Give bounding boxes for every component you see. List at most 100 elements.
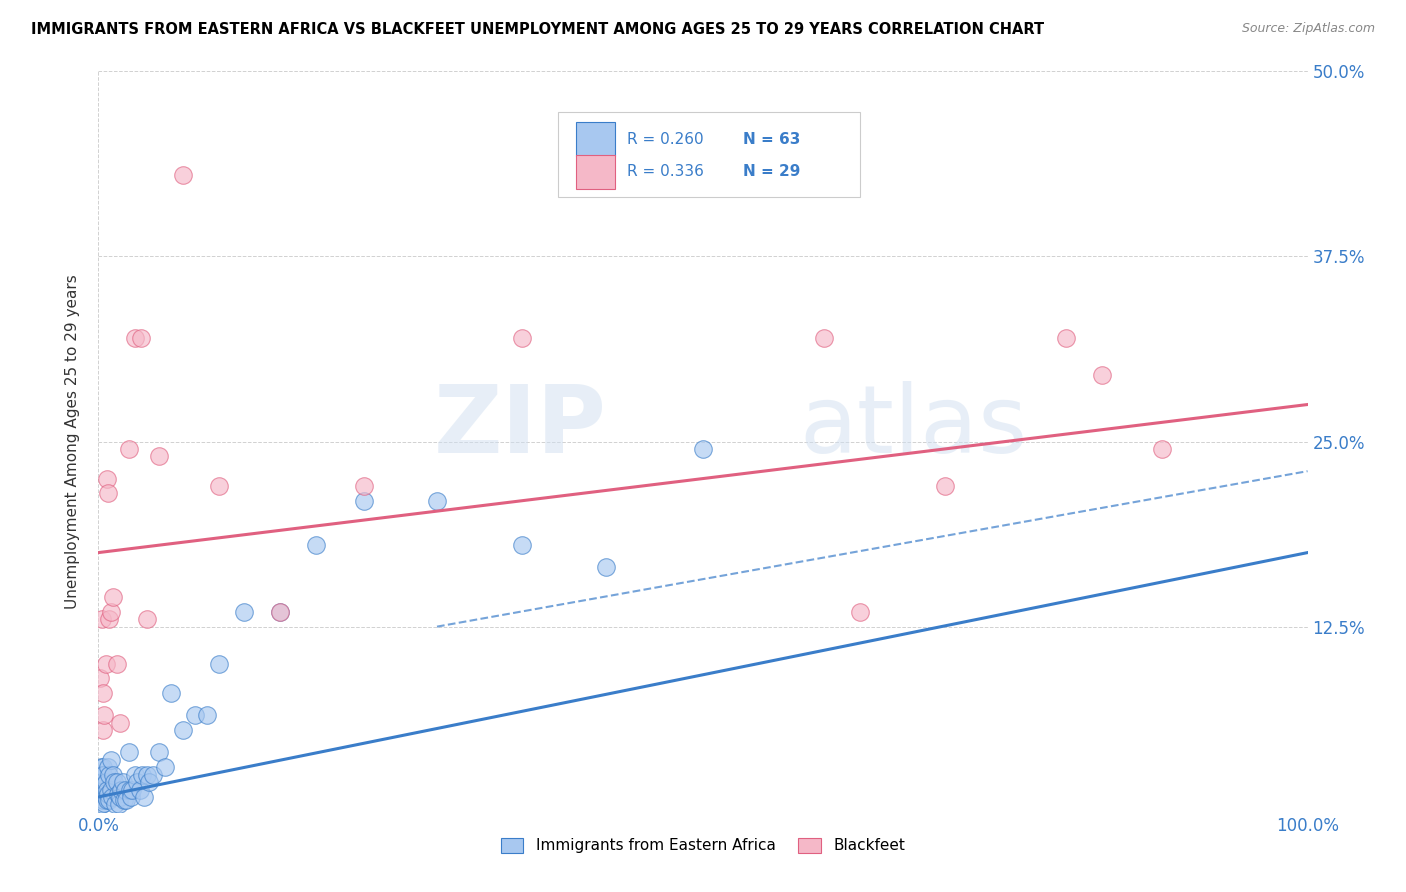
Point <box>128 782 150 797</box>
Point <box>91 787 114 801</box>
Point <box>110 782 132 797</box>
Point <box>595 560 617 574</box>
Point <box>105 775 128 789</box>
Point <box>96 471 118 485</box>
Point <box>89 672 111 686</box>
Y-axis label: Unemployment Among Ages 25 to 29 years: Unemployment Among Ages 25 to 29 years <box>65 274 80 609</box>
Point <box>98 767 121 781</box>
Point <box>90 760 112 774</box>
Point <box>1091 368 1114 382</box>
Point <box>510 538 533 552</box>
Point <box>129 331 152 345</box>
Text: R = 0.260: R = 0.260 <box>627 132 703 146</box>
Point <box>96 782 118 797</box>
Point <box>100 789 122 804</box>
Point <box>97 760 120 774</box>
Point <box>91 793 114 807</box>
Point <box>134 789 156 804</box>
Point <box>91 797 114 812</box>
FancyBboxPatch shape <box>558 112 860 197</box>
Text: atlas: atlas <box>800 381 1028 473</box>
Text: ZIP: ZIP <box>433 381 606 473</box>
Point <box>120 789 142 804</box>
Point <box>93 787 115 801</box>
Point <box>93 708 115 723</box>
Point <box>96 793 118 807</box>
Point <box>90 767 112 781</box>
Point <box>103 775 125 789</box>
Point <box>94 775 117 789</box>
Point <box>89 775 111 789</box>
Text: Source: ZipAtlas.com: Source: ZipAtlas.com <box>1241 22 1375 36</box>
Point <box>124 331 146 345</box>
Point <box>305 538 328 552</box>
Point <box>121 782 143 797</box>
Point <box>426 493 449 508</box>
Text: N = 63: N = 63 <box>742 132 800 146</box>
Point <box>118 442 141 456</box>
Point <box>97 787 120 801</box>
Point <box>98 793 121 807</box>
Point <box>208 479 231 493</box>
Point <box>97 486 120 500</box>
Point <box>91 723 114 738</box>
Point <box>148 450 170 464</box>
Point <box>100 605 122 619</box>
Point <box>131 767 153 781</box>
Point <box>108 715 131 730</box>
Point <box>93 778 115 792</box>
Point <box>692 442 714 456</box>
Point <box>91 782 114 797</box>
Point <box>208 657 231 671</box>
Point <box>269 605 291 619</box>
Point <box>118 782 141 797</box>
Point <box>100 753 122 767</box>
Point <box>160 686 183 700</box>
FancyBboxPatch shape <box>576 154 614 189</box>
Point <box>91 612 114 626</box>
Point <box>510 331 533 345</box>
Text: IMMIGRANTS FROM EASTERN AFRICA VS BLACKFEET UNEMPLOYMENT AMONG AGES 25 TO 29 YEA: IMMIGRANTS FROM EASTERN AFRICA VS BLACKF… <box>31 22 1045 37</box>
FancyBboxPatch shape <box>576 122 614 156</box>
Point <box>813 331 835 345</box>
Point <box>934 479 956 493</box>
Point <box>195 708 218 723</box>
Point <box>101 590 124 604</box>
Point <box>135 612 157 626</box>
Point <box>138 775 160 789</box>
Point <box>1054 331 1077 345</box>
Point <box>94 789 117 804</box>
Point <box>101 767 124 781</box>
Text: R = 0.336: R = 0.336 <box>627 164 703 179</box>
Point <box>184 708 207 723</box>
Point <box>118 746 141 760</box>
Point <box>142 767 165 781</box>
Point <box>112 793 135 807</box>
Point <box>232 605 254 619</box>
Point <box>108 797 131 812</box>
Point <box>269 605 291 619</box>
Point <box>91 760 114 774</box>
Point <box>105 657 128 671</box>
Point <box>353 479 375 493</box>
Point <box>172 168 194 182</box>
Point <box>115 793 138 807</box>
Point <box>91 767 114 781</box>
Point <box>93 796 115 810</box>
Point <box>172 723 194 738</box>
Point <box>849 605 872 619</box>
Point <box>111 775 134 789</box>
Point <box>114 782 136 797</box>
Point <box>127 775 149 789</box>
Point <box>91 775 114 789</box>
Point <box>100 782 122 797</box>
Legend: Immigrants from Eastern Africa, Blackfeet: Immigrants from Eastern Africa, Blackfee… <box>495 831 911 860</box>
Point <box>153 760 176 774</box>
Point <box>94 657 117 671</box>
Point <box>148 746 170 760</box>
Point <box>104 797 127 812</box>
Text: N = 29: N = 29 <box>742 164 800 179</box>
Point <box>98 612 121 626</box>
Point <box>1152 442 1174 456</box>
Point <box>353 493 375 508</box>
